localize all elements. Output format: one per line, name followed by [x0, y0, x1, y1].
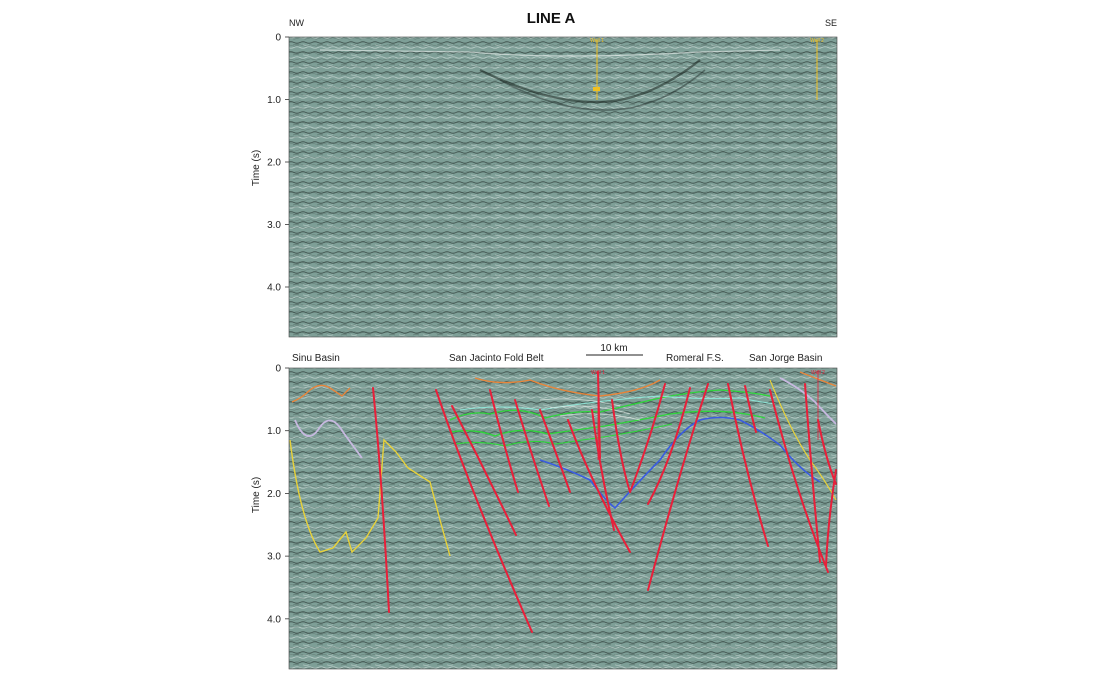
- top-y-tick-label: 4.0: [267, 283, 281, 294]
- bottom-panel-texture: [289, 368, 837, 669]
- top-y-tick-label: 3.0: [267, 220, 281, 231]
- bottom-panel-border: [288, 367, 838, 670]
- bottom-y-tick-label: 3.0: [267, 552, 281, 563]
- horizon-blue: [539, 416, 821, 510]
- region-san-jacinto-fold-belt: San Jacinto Fold Belt: [449, 353, 544, 364]
- top-y-tick-label: 0: [275, 33, 281, 44]
- direction-se-label: SE: [825, 18, 837, 28]
- top-y-axis: 0 1.0 2.0 3.0 4.0: [267, 33, 289, 294]
- horizon-lavender-west: [294, 419, 363, 459]
- horizon-orange-east: [474, 371, 837, 397]
- direction-nw-label: NW: [289, 18, 304, 28]
- horizon-green-upper: [449, 389, 771, 421]
- bottom-y-axis-label: Time (s): [251, 477, 262, 513]
- fault-12: [647, 383, 709, 591]
- top-seafloor-reflector: [319, 49, 781, 57]
- fault-6: [539, 409, 571, 493]
- fault-2: [435, 389, 533, 633]
- top-panel-texture: [289, 37, 837, 337]
- fault-15: [769, 389, 829, 573]
- fault-11: [647, 387, 691, 505]
- top-well-1-marker: [593, 87, 600, 91]
- top-panel-border: [288, 36, 838, 338]
- fault-8: [591, 409, 615, 531]
- fault-9: [611, 399, 631, 493]
- bottom-y-tick-label: 0: [275, 364, 281, 375]
- fault-16: [804, 383, 821, 563]
- top-strong-reflector-2: [499, 69, 706, 111]
- bottom-well-1-label: Well 1: [591, 370, 605, 376]
- top-well-2-label: Well 2: [810, 38, 824, 44]
- fault-13: [727, 383, 769, 547]
- top-strong-reflector: [479, 59, 701, 104]
- region-sinu-basin: Sinu Basin: [292, 353, 340, 364]
- fault-set: [372, 371, 837, 633]
- fault-7: [567, 419, 631, 553]
- fault-5: [514, 399, 550, 507]
- horizon-green-lower: [454, 423, 673, 447]
- top-y-tick-label: 2.0: [267, 158, 281, 169]
- fault-3: [451, 405, 517, 536]
- region-san-jorge-basin: San Jorge Basin: [749, 353, 822, 364]
- region-romeral-fs: Romeral F.S.: [666, 353, 724, 364]
- bottom-y-tick-label: 4.0: [267, 614, 281, 625]
- bottom-y-axis: 0 1.0 2.0 3.0 4.0: [267, 364, 289, 625]
- horizon-lavender-east: [779, 377, 837, 425]
- horizon-green-mid: [449, 410, 766, 437]
- fault-10: [629, 383, 666, 493]
- top-well-1-label: Well 1: [590, 38, 604, 44]
- figure-title: LINE A: [527, 10, 576, 27]
- bottom-y-tick-label: 2.0: [267, 489, 281, 500]
- scale-bar-label: 10 km: [600, 343, 627, 354]
- top-seismic-panel: Well 1 Well 2 0 1.0 2.0 3.0 4.0 Time (s): [251, 33, 838, 338]
- horizon-yellow-west: [289, 438, 451, 557]
- horizon-orange-west: [291, 384, 351, 403]
- fault-14: [744, 385, 757, 433]
- bottom-well-2-label: Well 2: [811, 370, 825, 376]
- top-y-axis-label: Time (s): [251, 150, 262, 186]
- fault-4: [489, 389, 519, 493]
- fault-1: [372, 387, 390, 613]
- bottom-seismic-panel: Well 1 Well 2 0 1.0 2.0 3.0 4.0 Time (s): [251, 364, 838, 670]
- fault-18: [825, 469, 837, 567]
- top-y-tick-label: 1.0: [267, 95, 281, 106]
- bottom-y-tick-label: 1.0: [267, 426, 281, 437]
